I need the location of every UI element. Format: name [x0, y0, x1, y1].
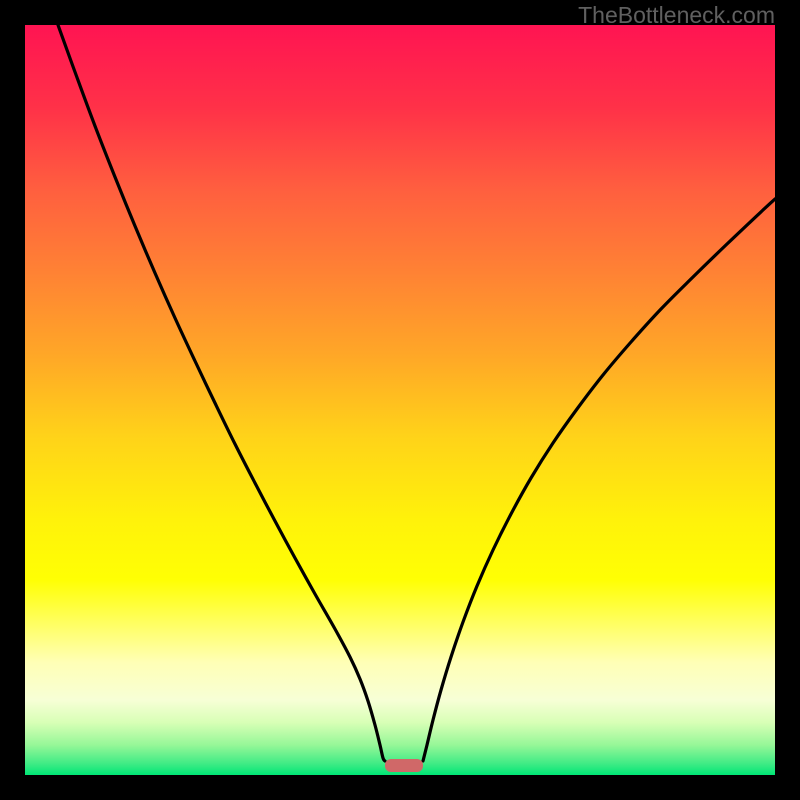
plot-area [25, 25, 775, 775]
chart-svg [25, 25, 775, 775]
chart-frame: TheBottleneck.com [0, 0, 800, 800]
gradient-background [25, 25, 775, 775]
cusp-marker [385, 759, 423, 772]
